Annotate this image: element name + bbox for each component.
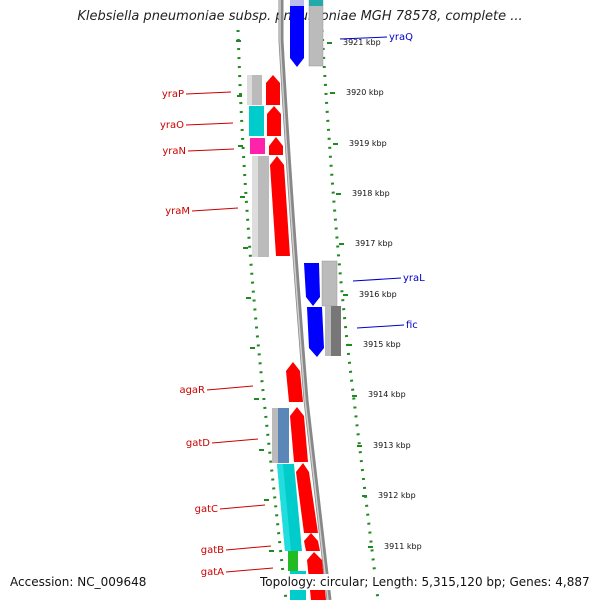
gene-label-gatC[interactable]: gatC [195,504,218,515]
accession-text: Accession: NC_009648 [8,574,149,590]
topology-text: Topology: circular; Length: 5,315,120 bp… [258,574,592,590]
gene-label-yraP[interactable]: yraP [162,89,184,100]
right-dotted-track [320,29,380,600]
yraP-gene-arrow[interactable] [266,75,280,105]
tick-label-3912: 3912 kbp [378,491,416,500]
tick-label-3916: 3916 kbp [359,290,397,299]
gatC-gene-arrow[interactable] [296,463,318,533]
yraO-cog-box[interactable] [249,106,264,136]
yraL-gene-arrow[interactable] [304,263,320,306]
gene-label-fic[interactable]: fic [406,320,418,331]
gatD-connector [211,438,259,444]
tick-label-3914: 3914 kbp [368,390,406,399]
backbone-highlight [279,0,329,600]
backbone-arc [278,0,332,600]
left-tick-marks [236,40,274,552]
yraN-gene-arrow[interactable] [269,137,283,155]
agaR-gene-arrow[interactable] [286,362,303,402]
tick-label-3918: 3918 kbp [352,189,390,198]
gene-label-yraN[interactable]: yraN [162,146,186,157]
yraN-cog-box[interactable] [250,138,265,154]
tick-label-3911: 3911 kbp [384,542,422,551]
gatD-gene-arrow[interactable] [290,407,308,462]
gatC-connector [219,504,266,510]
yraN-connector [187,148,235,152]
yraQ-cog-box-top [309,0,323,6]
agaR-connector [206,385,254,391]
gene-label-yraL[interactable]: yraL [403,273,425,284]
gatB-cog-box[interactable] [288,551,298,571]
yraQ-gene-arrow[interactable] [290,0,304,67]
fic-connector [356,324,405,329]
yraQ-cog-box[interactable] [308,0,324,67]
gene-label-yraQ[interactable]: yraQ [389,32,413,43]
yraP-connector [185,91,232,95]
yraM-gene-arrow[interactable] [270,156,290,256]
yraO-gene-arrow[interactable] [267,106,281,136]
yraM-cog-box-light [252,156,258,257]
gatC-cog-box-light [277,464,291,551]
right-tick-marks [327,42,373,548]
tick-label-3921: 3921 kbp [343,38,381,47]
gatB-gene-arrow[interactable] [304,533,320,551]
tick-label-3913: 3913 kbp [373,441,411,450]
yraM-connector [191,207,239,212]
tick-label-3917: 3917 kbp [355,239,393,248]
gene-label-yraO[interactable]: yraO [160,120,184,131]
tick-label-3915: 3915 kbp [363,340,401,349]
gene-label-gatA[interactable]: gatA [201,567,224,578]
gene-label-yraM[interactable]: yraM [165,206,190,217]
fic-gene-arrow[interactable] [307,307,324,357]
yraL-connector [352,277,402,282]
gatB-connector [225,545,272,551]
gatD-cog-box-light [272,408,278,463]
yraP-cog-box-light [247,75,252,105]
gene-label-gatB[interactable]: gatB [201,545,224,556]
fic-cog-box-light [325,306,331,356]
yraL-cog-box[interactable] [321,260,338,307]
yraO-connector [185,122,234,126]
gene-label-gatD[interactable]: gatD [186,438,210,449]
gatA-connector [225,567,274,573]
gene-label-agaR[interactable]: agaR [179,385,205,396]
tick-label-3919: 3919 kbp [349,139,387,148]
yraQ-gene-arrow-top [290,0,304,6]
tick-label-3920: 3920 kbp [346,88,384,97]
yraQ-connector [339,36,388,40]
